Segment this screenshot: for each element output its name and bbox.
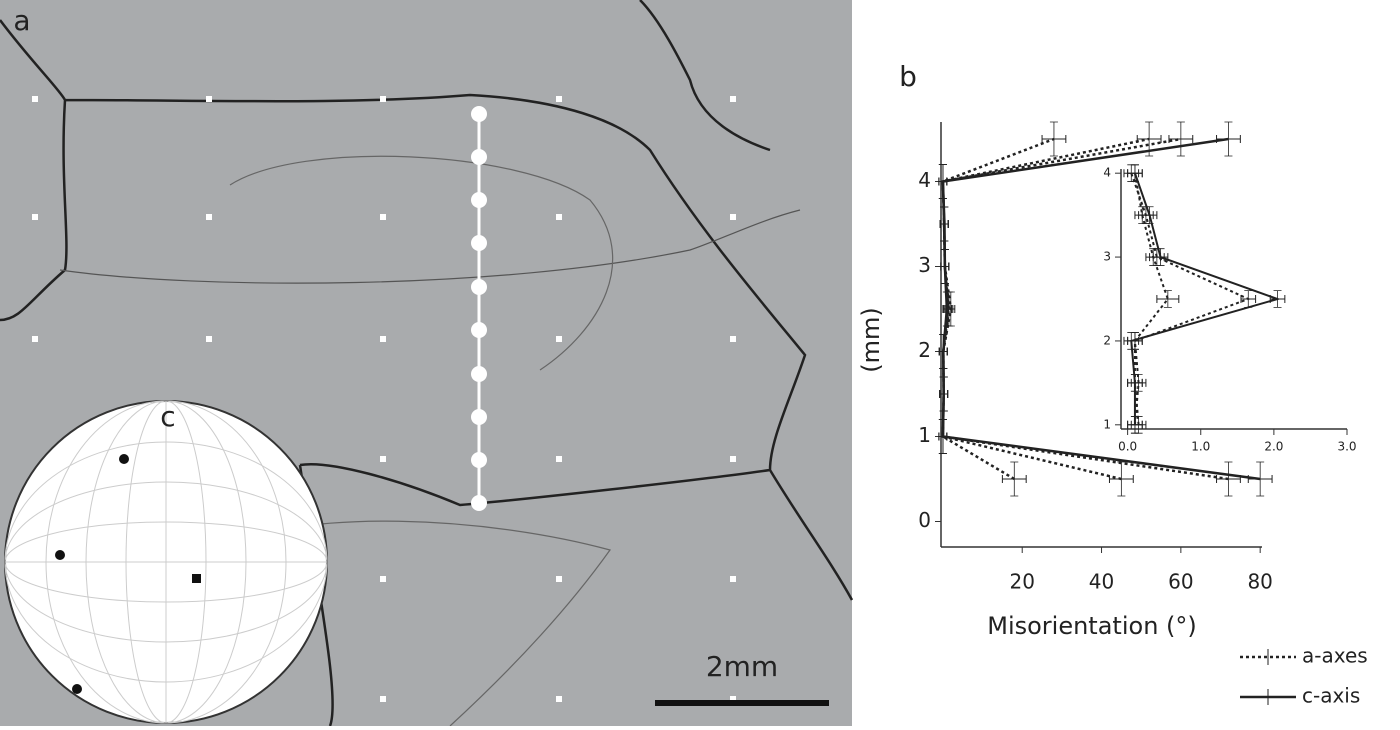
panel-label: c <box>160 400 175 433</box>
micrograph: 2mm a c <box>0 0 854 727</box>
y-error-bar <box>943 291 952 327</box>
legend-label: a-axes <box>1302 644 1368 668</box>
series-line <box>941 137 1261 481</box>
y-error-bar <box>938 419 947 454</box>
y-error-bar <box>1273 290 1282 308</box>
y-error-bar <box>1130 164 1139 182</box>
y-axis-label: (mm) <box>857 307 885 372</box>
y-error-bar <box>1049 121 1058 157</box>
scale-bar-label: 2mm <box>706 650 778 683</box>
grain-boundaries <box>0 0 854 727</box>
x-tick-label: 20 <box>1009 570 1034 594</box>
x-tick-label: 2.0 <box>1264 440 1283 454</box>
y-error-bar <box>940 206 949 242</box>
grid-dots <box>32 96 736 702</box>
y-error-bar <box>1134 416 1143 434</box>
x-tick-label: 0.0 <box>1118 440 1137 454</box>
y-error-bar <box>1145 121 1154 157</box>
y-error-bar <box>1163 290 1172 308</box>
y-error-bar <box>1224 461 1233 497</box>
panel-label: b <box>899 60 917 93</box>
series-line <box>941 137 1229 481</box>
y-error-bar <box>939 334 948 369</box>
y-error-bar <box>1130 374 1139 392</box>
x-tick-label: 3.0 <box>1337 440 1356 454</box>
y-error-bar <box>938 164 947 199</box>
y-tick-label: 1 <box>918 423 931 447</box>
stereonet <box>4 400 328 724</box>
y-tick-label: 2 <box>1103 333 1111 347</box>
y-tick-label: 4 <box>918 168 931 192</box>
panel-label: a <box>13 4 30 37</box>
y-error-bar <box>1256 461 1265 497</box>
x-tick-label: 40 <box>1089 570 1114 594</box>
x-axis-label: Misorientation (°) <box>987 612 1197 640</box>
scale-bar <box>655 700 829 706</box>
y-tick-label: 0 <box>918 508 931 532</box>
y-tick-label: 1 <box>1103 417 1111 431</box>
y-error-bar <box>1224 121 1233 157</box>
y-error-bar <box>1176 121 1185 157</box>
transect <box>471 106 487 511</box>
y-tick-label: 3 <box>918 253 931 277</box>
y-tick-label: 2 <box>918 338 931 362</box>
x-tick-label: 60 <box>1168 570 1193 594</box>
y-tick-label: 4 <box>1103 166 1111 180</box>
legend-label: c-axis <box>1302 684 1360 708</box>
y-error-bar <box>1244 290 1253 308</box>
y-error-bar <box>1138 206 1147 224</box>
y-error-bar <box>1149 248 1158 266</box>
x-tick-label: 1.0 <box>1191 440 1210 454</box>
y-error-bar <box>939 376 948 412</box>
y-error-bar <box>940 249 949 284</box>
y-error-bar <box>1130 332 1139 350</box>
x-tick-label: 80 <box>1247 570 1272 594</box>
y-error-bar <box>1010 461 1019 497</box>
y-tick-label: 3 <box>1103 250 1111 264</box>
series-line <box>941 137 1055 481</box>
series-line <box>941 137 1150 481</box>
